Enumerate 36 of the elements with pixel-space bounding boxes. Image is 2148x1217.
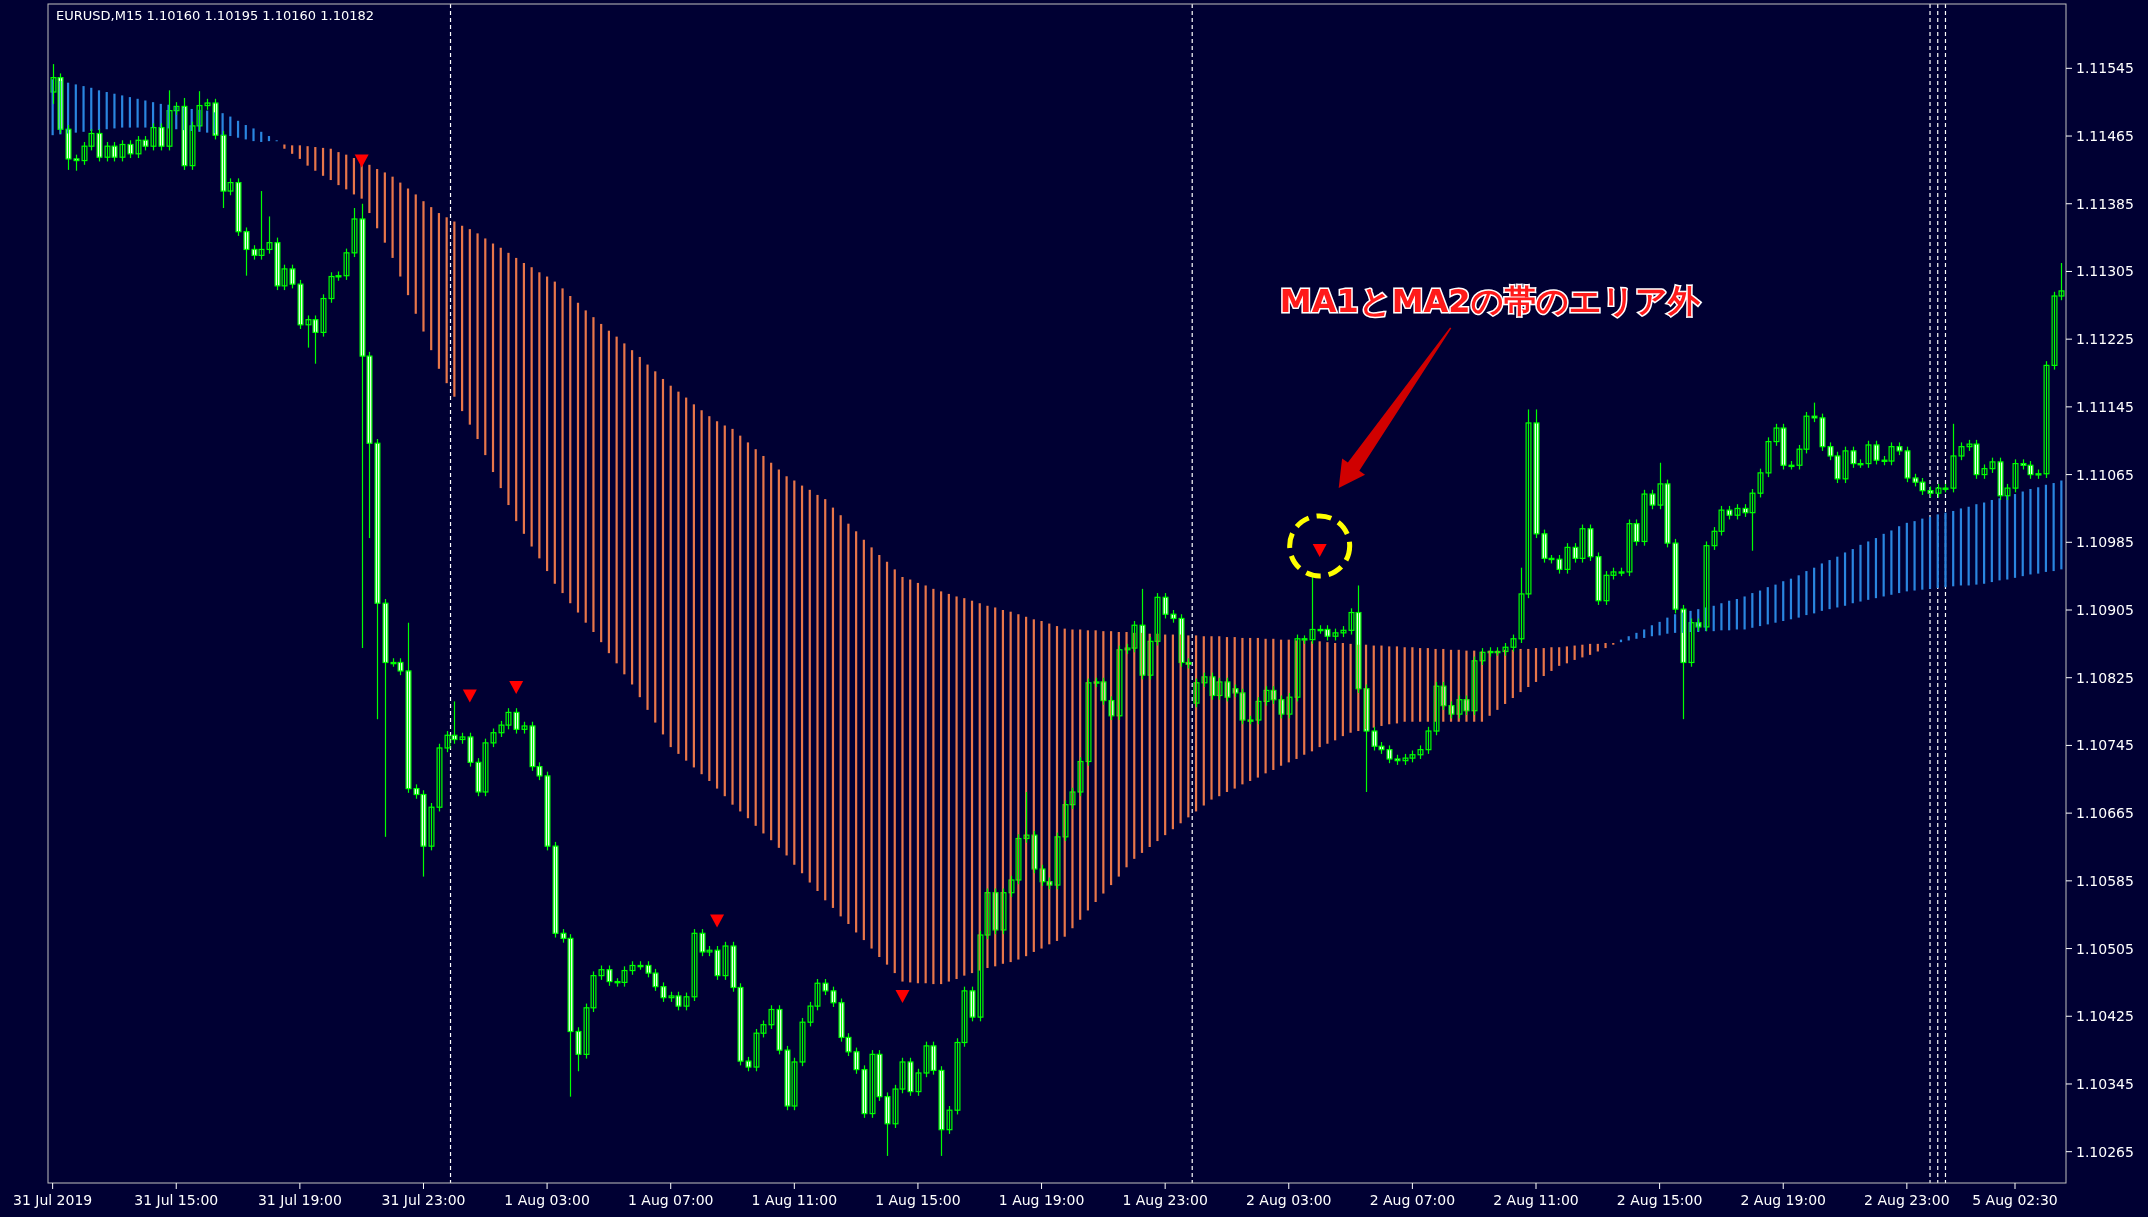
y-tick-label: 1.10505 — [2076, 940, 2134, 957]
y-tick-label: 1.10825 — [2076, 669, 2134, 686]
y-tick-label: 1.11145 — [2076, 398, 2134, 415]
x-tick-label: 2 Aug 11:00 — [1493, 1192, 1579, 1208]
y-tick-label: 1.11385 — [2076, 195, 2134, 212]
y-tick-label: 1.10345 — [2076, 1075, 2134, 1092]
annotation: MA1とMA2の帯のエリア外 — [1279, 281, 1701, 320]
y-tick-label: 1.11305 — [2076, 263, 2134, 280]
x-tick-label: 1 Aug 07:00 — [627, 1192, 714, 1208]
x-tick-label: 31 Jul 19:00 — [257, 1192, 342, 1208]
y-tick-label: 1.10425 — [2076, 1008, 2134, 1025]
y-tick-label: 1.10265 — [2076, 1143, 2134, 1160]
x-tick-label: 5 Aug 02:30 — [1972, 1192, 2058, 1208]
x-tick-label: 2 Aug 23:00 — [1864, 1192, 1950, 1208]
y-tick-label: 1.11545 — [2076, 60, 2134, 77]
x-tick-label: 2 Aug 15:00 — [1616, 1192, 1703, 1208]
y-tick-label: 1.10585 — [2076, 872, 2134, 889]
x-tick-label: 1 Aug 23:00 — [1122, 1192, 1208, 1208]
x-tick-label: 31 Jul 23:00 — [381, 1192, 466, 1208]
x-tick-label: 2 Aug 19:00 — [1740, 1192, 1826, 1208]
x-tick-label: 31 Jul 15:00 — [134, 1192, 219, 1208]
x-tick-label: 2 Aug 03:00 — [1246, 1192, 1332, 1208]
y-tick-label: 1.10665 — [2076, 805, 2134, 822]
x-tick-label: 1 Aug 11:00 — [751, 1192, 838, 1208]
y-tick-label: 1.10985 — [2076, 534, 2134, 551]
x-tick-label: 31 Jul 2019 — [13, 1192, 93, 1208]
y-tick-label: 1.10745 — [2076, 737, 2134, 754]
x-tick-label: 1 Aug 19:00 — [998, 1192, 1085, 1208]
chart-title: EURUSD,M15 1.10160 1.10195 1.10160 1.10182 — [56, 8, 374, 23]
y-tick-label: 1.11225 — [2076, 331, 2134, 348]
x-tick-label: 2 Aug 07:00 — [1369, 1192, 1456, 1208]
y-tick-label: 1.10905 — [2076, 602, 2134, 618]
x-tick-label: 1 Aug 15:00 — [875, 1192, 961, 1208]
x-tick-label: 1 Aug 03:00 — [504, 1192, 590, 1208]
y-tick-label: 1.11465 — [2076, 128, 2134, 145]
y-tick-label: 1.11065 — [2076, 466, 2134, 483]
